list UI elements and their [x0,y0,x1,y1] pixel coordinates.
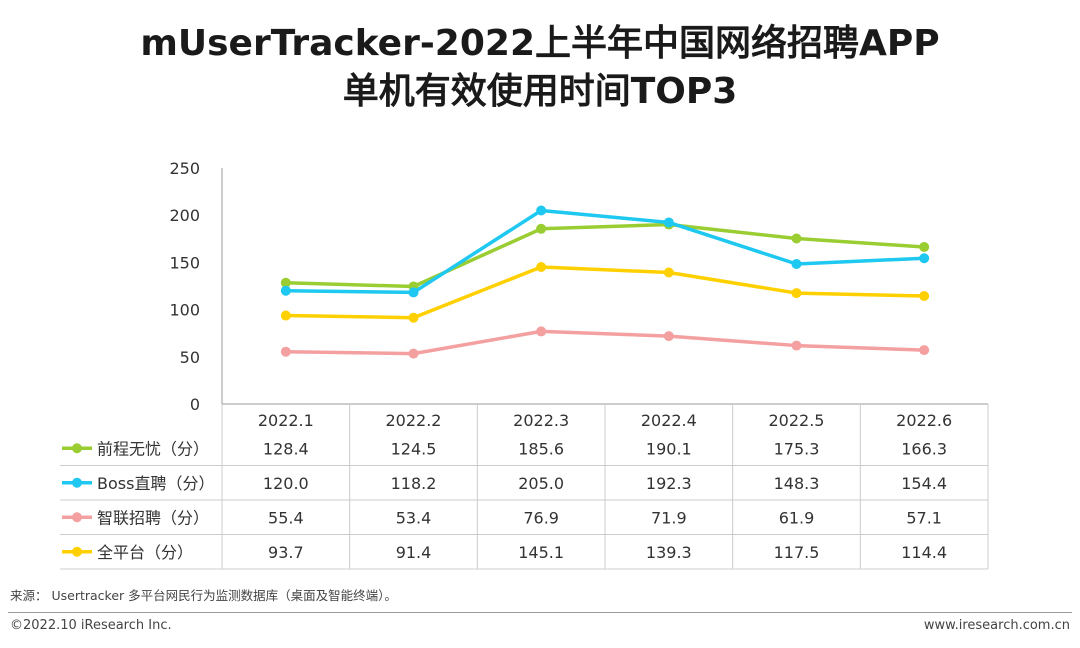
data-label: 128.4 [263,439,309,458]
y-tick-label: 100 [169,301,200,320]
y-tick-label: 200 [169,206,200,225]
legend-marker-dot [72,477,82,488]
data-point [663,331,674,342]
data-point [663,267,674,278]
data-label: 192.3 [646,474,692,493]
data-point [536,262,547,273]
data-label: 53.4 [396,508,432,527]
data-point [536,326,547,337]
chart-title-line1: mUserTracker-2022上半年中国网络招聘APP [140,23,940,64]
data-label: 205.0 [518,474,564,493]
data-label: 57.1 [906,508,942,527]
y-tick-label: 150 [169,253,200,272]
data-point [408,287,419,298]
data-point [408,348,419,359]
legend-marker-dot [72,546,82,557]
legend-label: 全平台（分） [97,543,193,562]
x-tick-label: 2022.4 [641,411,697,430]
legend-marker-dot [72,443,82,454]
series-line [285,222,925,289]
legend-label: 智联招聘（分） [97,508,209,527]
data-point [536,223,547,234]
legend-label: 前程无忧（分） [97,439,209,458]
y-tick-label: 0 [190,395,200,414]
data-label: 114.4 [901,543,947,562]
line-chart: 0 50 100 150 200 250 2022.1 2022.2 2022.3 2022.4 2… [60,159,989,570]
data-point [280,310,291,321]
data-point [408,312,419,323]
x-tick-label: 2022.3 [513,411,569,430]
x-tick-label: 2022.2 [386,411,442,430]
data-label: 61.9 [779,508,815,527]
data-label: 154.4 [901,474,947,493]
data-point [280,346,291,357]
x-tick-label: 2022.5 [769,411,825,430]
data-label: 185.6 [518,439,564,458]
y-tick-label: 250 [169,159,200,178]
legend-marker-dot [72,512,82,523]
data-point [919,242,930,253]
series-line [285,265,925,320]
data-label: 76.9 [523,508,559,527]
data-label: 139.3 [646,543,692,562]
data-point [791,288,802,299]
data-label: 117.5 [774,543,820,562]
data-label: 166.3 [901,439,947,458]
data-label: 124.5 [391,439,437,458]
x-tick-label: 2022.6 [896,411,952,430]
data-point [791,259,802,270]
series-line [285,208,925,295]
data-label: 148.3 [774,474,820,493]
data-label: 118.2 [391,474,437,493]
chart-title-line2: 单机有效使用时间TOP3 [342,71,738,112]
data-label: 71.9 [651,508,687,527]
data-point [536,205,547,216]
x-tick-label: 2022.1 [258,411,314,430]
data-label: 91.4 [396,543,432,562]
data-label: 145.1 [518,543,564,562]
website: www.iresearch.com.cn [923,618,1070,633]
data-point [919,291,930,302]
data-label: 190.1 [646,439,692,458]
data-point [280,285,291,296]
data-point [280,277,291,288]
legend-label: Boss直聘（分） [97,474,214,493]
data-point [663,217,674,228]
data-point [791,340,802,351]
series-line [285,329,925,356]
footer-divider [8,612,1072,613]
data-point [791,233,802,244]
data-label: 93.7 [268,543,304,562]
data-label: 175.3 [774,439,820,458]
data-point [919,345,930,356]
y-tick-label: 50 [180,348,200,367]
source-note: 来源： Usertracker 多平台网民行为监测数据库（桌面及智能终端）。 [10,588,397,603]
copyright: ©2022.10 iResearch Inc. [10,618,172,633]
data-label: 120.0 [263,474,309,493]
data-point [919,253,930,264]
data-label: 55.4 [268,508,304,527]
